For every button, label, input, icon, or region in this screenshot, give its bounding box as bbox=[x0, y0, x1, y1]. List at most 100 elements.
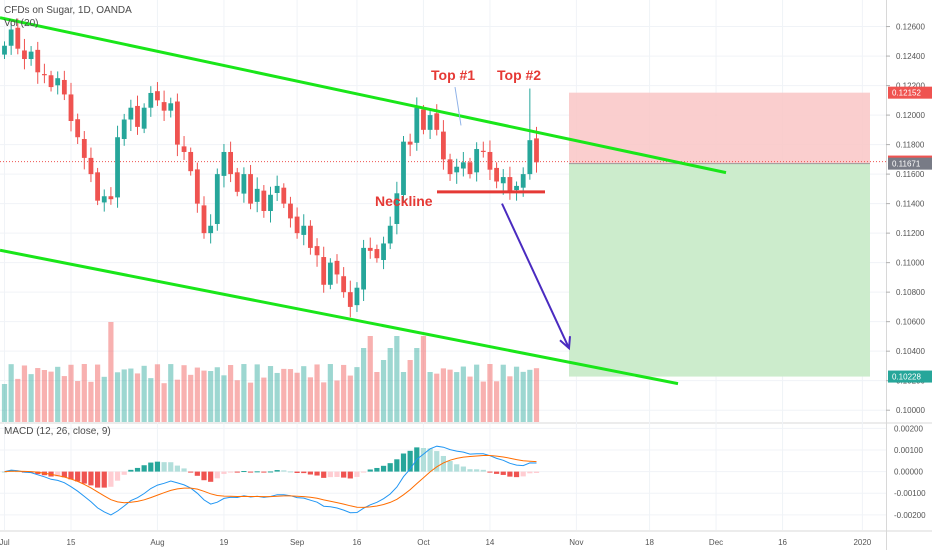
macd-histogram-bar bbox=[487, 471, 493, 473]
macd-tick-label: -0.00100 bbox=[894, 489, 926, 498]
volume-bar bbox=[41, 370, 47, 422]
macd-histogram-bar bbox=[247, 471, 254, 473]
volume-bar bbox=[174, 379, 180, 422]
volume-bar bbox=[474, 364, 480, 422]
volume-bar bbox=[434, 373, 440, 422]
price-tag-label: 0.12152 bbox=[892, 89, 921, 98]
price-tick-label: 0.11000 bbox=[896, 259, 925, 268]
macd-histogram-bar bbox=[168, 462, 174, 472]
volume-label: Vol (20) bbox=[4, 18, 39, 29]
volume-bar bbox=[201, 370, 207, 422]
macd-histogram-bar bbox=[61, 471, 67, 478]
macd-histogram-bar bbox=[281, 470, 287, 472]
candle-body bbox=[75, 119, 81, 138]
price-tick-label: 0.11400 bbox=[896, 200, 925, 209]
volume-bar bbox=[367, 336, 373, 422]
macd-histogram-bar bbox=[121, 471, 127, 475]
candle-body bbox=[434, 113, 440, 130]
price-tick-label: 0.11200 bbox=[896, 229, 925, 238]
volume-bar bbox=[15, 378, 21, 422]
candle-body bbox=[520, 174, 526, 188]
volume-bar bbox=[533, 368, 540, 422]
macd-histogram-bar bbox=[287, 471, 294, 473]
candle-body bbox=[281, 187, 287, 204]
macd-histogram-bar bbox=[361, 471, 367, 473]
candle-body bbox=[407, 141, 413, 145]
volume-bar bbox=[148, 378, 154, 422]
signal-line bbox=[4, 455, 537, 508]
macd-histogram-bar bbox=[307, 471, 313, 475]
time-tick-label: 16 bbox=[352, 538, 361, 547]
volume-bar bbox=[414, 348, 420, 422]
candle-body bbox=[480, 150, 486, 152]
macd-histogram-bar bbox=[513, 471, 520, 478]
volume-bar bbox=[440, 368, 446, 422]
price-tick-label: 0.11800 bbox=[896, 141, 925, 150]
volume-bar bbox=[361, 348, 367, 422]
candle-body bbox=[181, 146, 187, 152]
volume-bar bbox=[75, 381, 81, 422]
price-tick-label: 0.10400 bbox=[896, 347, 925, 356]
volume-bar bbox=[21, 365, 28, 422]
time-tick-label: Aug bbox=[150, 538, 164, 547]
candle-body bbox=[42, 74, 47, 76]
macd-histogram-bar bbox=[261, 471, 267, 473]
volume-bar bbox=[35, 368, 41, 422]
candle-body bbox=[15, 27, 21, 49]
macd-histogram-bar bbox=[454, 464, 460, 472]
candle-body bbox=[135, 105, 140, 127]
candle-body bbox=[274, 185, 280, 193]
candle-body bbox=[387, 225, 393, 244]
volume-bar bbox=[307, 377, 313, 422]
volume-bar bbox=[128, 368, 134, 422]
candle-body bbox=[175, 101, 180, 145]
volume-bar bbox=[68, 364, 74, 422]
candle-body bbox=[48, 75, 54, 88]
macd-histogram-bar bbox=[88, 471, 94, 486]
time-tick-label: 14 bbox=[485, 538, 494, 547]
macd-histogram-bar bbox=[400, 453, 407, 472]
price-tick-label: 0.10800 bbox=[896, 288, 925, 297]
macd-histogram-bar bbox=[95, 471, 101, 488]
time-tick-label: Nov bbox=[569, 538, 583, 547]
candle-body bbox=[401, 141, 406, 196]
volume-bar bbox=[394, 336, 400, 422]
price-tag-label: 0.10228 bbox=[892, 373, 921, 382]
volume-bar bbox=[254, 364, 260, 422]
volume-bar bbox=[507, 376, 513, 422]
candle-body bbox=[155, 91, 160, 101]
candle-body bbox=[441, 131, 446, 160]
candle-body bbox=[494, 167, 499, 182]
candle-body bbox=[447, 159, 453, 175]
candle-body bbox=[95, 172, 100, 201]
time-tick-label: Oct bbox=[417, 538, 430, 547]
volume-bar bbox=[427, 372, 433, 422]
volume-bar bbox=[281, 368, 287, 422]
macd-histogram-bar bbox=[241, 471, 247, 473]
macd-histogram-bar bbox=[474, 469, 480, 472]
macd-histogram-bar bbox=[407, 450, 413, 472]
candle-body bbox=[141, 107, 147, 129]
volume-bar bbox=[494, 381, 500, 422]
candle-body bbox=[201, 205, 207, 234]
macd-histogram-bar bbox=[341, 471, 347, 478]
candle-body bbox=[101, 196, 107, 203]
volume-bar bbox=[520, 371, 526, 422]
candle-body bbox=[500, 177, 506, 184]
candle-body bbox=[308, 225, 313, 248]
macd-histogram-bar bbox=[208, 471, 214, 482]
volume-bar bbox=[61, 376, 67, 422]
macd-histogram-bar bbox=[460, 466, 466, 472]
time-tick-label: Dec bbox=[709, 538, 723, 547]
price-tick-label: 0.12200 bbox=[896, 82, 925, 91]
volume-bar bbox=[527, 369, 533, 422]
volume-bar bbox=[141, 365, 147, 422]
volume-bar bbox=[387, 348, 393, 422]
candle-body bbox=[81, 138, 87, 158]
annotation-label: Top #2 bbox=[497, 67, 541, 83]
candle-body bbox=[254, 188, 260, 202]
macd-histogram-bar bbox=[507, 471, 513, 477]
volume-bar bbox=[274, 372, 280, 422]
volume-bar bbox=[234, 380, 240, 422]
macd-histogram-bar bbox=[294, 471, 300, 473]
